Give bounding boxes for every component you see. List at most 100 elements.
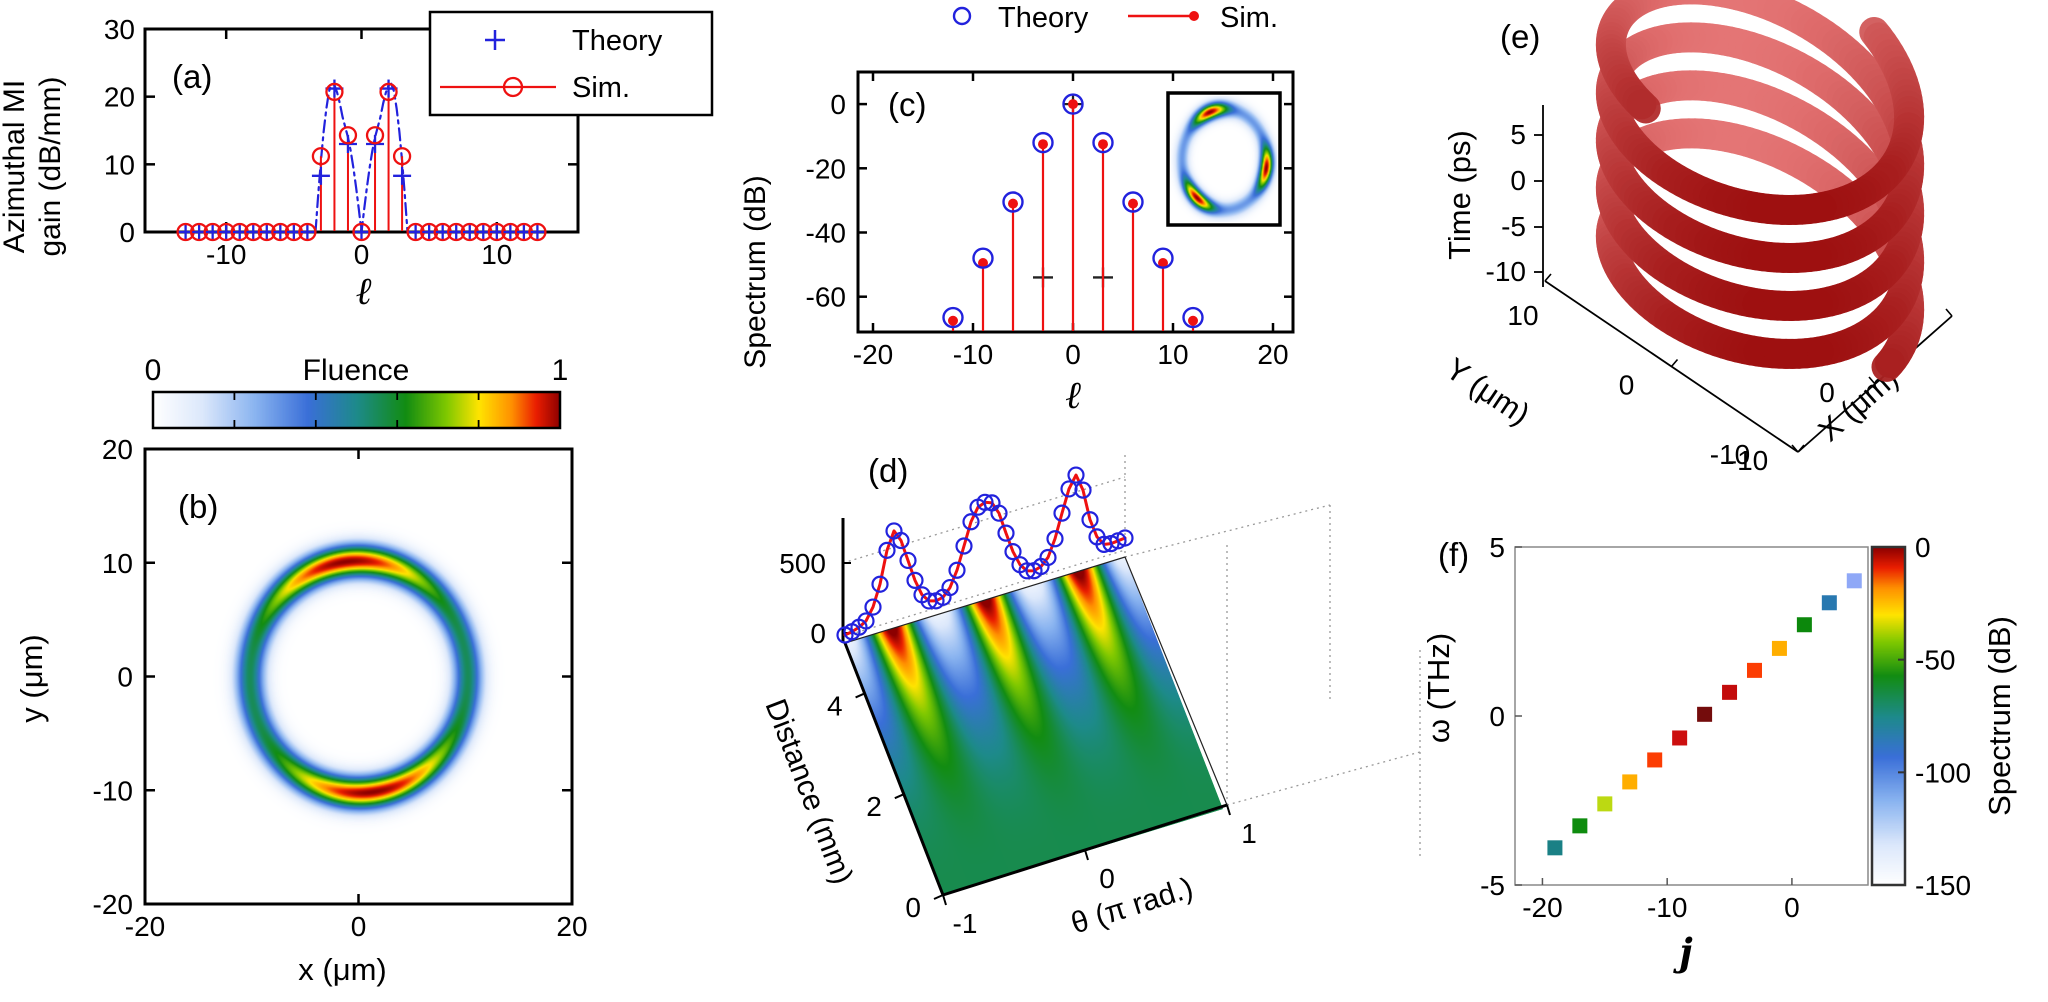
c-x-axis-label: ℓ	[1065, 373, 1081, 417]
e-y-tick-label: 10	[1507, 300, 1538, 331]
c-sim-dot	[1008, 198, 1018, 209]
c-theory-circle	[1032, 131, 1054, 154]
axis-line	[1797, 444, 1805, 453]
d-x-tick-label: 1	[1241, 818, 1257, 849]
f-scatter-square	[1647, 752, 1663, 768]
axis-line	[1226, 804, 1231, 816]
c-theory-circle	[1182, 306, 1204, 329]
a-sim-circle	[298, 222, 317, 242]
axis-line	[1084, 849, 1089, 861]
f-colorbar-tick-label: -100	[1915, 757, 1971, 788]
d-theory-circle	[997, 524, 1015, 542]
axis-line	[1945, 308, 1953, 317]
c-theory-circle	[1122, 191, 1144, 213]
c-theory-circle	[1092, 131, 1114, 154]
d-theory-circle	[1081, 511, 1099, 529]
f-scatter-square	[1746, 662, 1762, 678]
f-scatter-square	[1547, 840, 1563, 856]
b-x-tick-label: 0	[351, 911, 367, 942]
c-sim-dot	[978, 257, 988, 268]
c-sim-dot	[1038, 139, 1048, 150]
c-sim-dot	[1068, 99, 1078, 110]
d-gridline	[1226, 751, 1421, 806]
d-theory-circle	[1046, 530, 1064, 548]
a-sim-circle	[311, 147, 331, 166]
e-z-tick-label: -10	[1486, 256, 1526, 287]
c-theory-circle	[1152, 247, 1174, 269]
panel-label-a: (a)	[172, 58, 213, 95]
c-x-tick-label: 10	[1157, 339, 1188, 370]
c-theory-circle	[1002, 191, 1024, 213]
f-scatter-square	[1597, 796, 1613, 812]
d-z-tick-label: 0	[810, 618, 826, 649]
d-theory-circle	[906, 571, 924, 589]
panel-label-e: (e)	[1500, 18, 1541, 55]
e-helix-tube	[1871, 347, 1906, 382]
d-y-tick-label: 4	[827, 690, 843, 721]
a-y-axis-label: gain (dB/mm)	[34, 76, 67, 256]
c-legend-dot	[1189, 11, 1199, 21]
d-theory-circle	[1039, 548, 1057, 567]
a-y-tick-label: 30	[104, 14, 135, 45]
f-y-tick-label: 0	[1489, 701, 1505, 732]
b-x-axis-label: x (μm)	[298, 952, 386, 987]
axis-line	[855, 692, 866, 699]
c-legend-circle	[952, 6, 972, 26]
a-y-tick-label: 0	[119, 217, 135, 248]
fluence-ring-image	[145, 449, 572, 904]
d-distance-axis	[843, 642, 945, 896]
b-x-tick-label: -20	[125, 911, 165, 942]
fluence-colorbar-min: 0	[145, 354, 162, 387]
legend-item-label: Sim.	[1220, 2, 1278, 34]
panel-label-b: (b)	[178, 488, 219, 525]
e-y-tick-label: 0	[1619, 370, 1635, 401]
f-y-tick-label: 5	[1489, 532, 1505, 563]
c-y-tick-label: -40	[806, 217, 846, 248]
d-y-axis-label: Distance (mm)	[759, 695, 860, 889]
a-sim-circle	[352, 222, 371, 242]
panel-f-box	[1514, 546, 1869, 886]
b-y-tick-label: 0	[117, 662, 133, 693]
c-y-tick-label: -20	[806, 153, 846, 184]
legend-item-label: Theory	[572, 25, 663, 57]
f-colorbar-frame	[1870, 545, 1907, 887]
fluence-colorbar-max: 1	[552, 354, 569, 387]
f-x-axis-label: j	[1672, 930, 1693, 974]
c-sim-dot	[1158, 257, 1168, 268]
b-y-axis-label: y (μm)	[14, 634, 49, 722]
f-scatter-square	[1796, 617, 1812, 633]
c-theory-circle	[972, 247, 994, 269]
fluence-colorbar-frame	[151, 390, 562, 430]
c-sim-dot	[1128, 198, 1138, 209]
a-sim-circle	[365, 126, 385, 145]
d-x-axis-label: θ (π rad.)	[1067, 871, 1197, 940]
d-theory-circle	[990, 504, 1008, 522]
c-y-tick-label: -60	[806, 282, 846, 313]
c-y-tick-label: 0	[830, 89, 846, 120]
a-legend-box	[428, 10, 714, 117]
legend-item-label: Theory	[998, 2, 1089, 34]
d-theory-circle	[892, 531, 910, 550]
d-gridline	[844, 549, 1126, 637]
c-sim-dot	[1188, 315, 1198, 326]
d-theory-circle	[1067, 466, 1085, 484]
a-x-axis-label: ℓ	[356, 269, 372, 313]
d-y-tick-label: 0	[905, 892, 921, 923]
a-y-tick-label: 20	[104, 82, 135, 113]
a-x-tick-label: -10	[206, 239, 246, 270]
d-theory-circle	[941, 578, 959, 597]
axis-line	[933, 894, 944, 900]
d-theory-circle	[871, 575, 889, 593]
d-theory-circle	[1053, 504, 1071, 522]
e-y-tick-label: -10	[1710, 439, 1750, 470]
d-theory-circle	[955, 537, 973, 555]
c-sim-dot	[1098, 139, 1108, 150]
axis-line	[942, 894, 947, 906]
f-scatter-square	[1697, 706, 1713, 722]
f-scatter-square	[1722, 684, 1738, 700]
b-y-tick-label: -10	[93, 775, 133, 806]
axis-line	[1868, 376, 1876, 385]
spectrum-inset-ring-image	[1171, 96, 1277, 222]
c-x-tick-label: 20	[1257, 339, 1288, 370]
d-surface-outline	[844, 556, 1228, 896]
